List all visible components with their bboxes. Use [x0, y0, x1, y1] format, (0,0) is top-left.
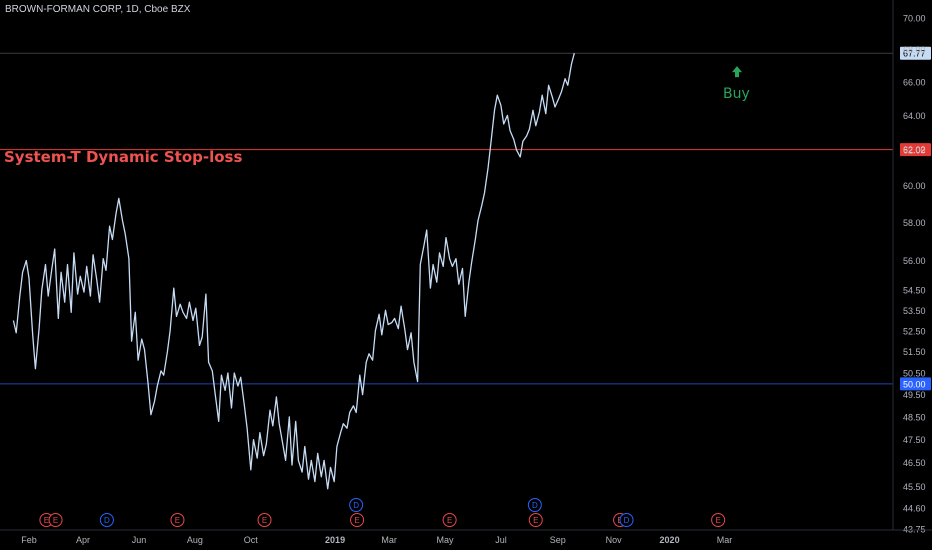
- event-circle: [99, 513, 114, 527]
- event-circle: [350, 513, 365, 527]
- time-tick-label: Sep: [550, 535, 566, 545]
- price-tick-label: 51.50: [903, 347, 926, 357]
- price-axis: 70.00 68.00 66.00 64.00 62.00 60.00 58.00 56.00…: [892, 0, 926, 535]
- event-letter: D: [624, 516, 630, 525]
- dividend-event-icon[interactable]: D: [527, 498, 542, 512]
- event-circle: [349, 498, 364, 512]
- event-letter: E: [715, 516, 720, 525]
- price-tick-label: 48.50: [903, 412, 926, 422]
- last-price-badge-bg: [900, 46, 931, 60]
- event-letter: E: [44, 516, 49, 525]
- event-circle: [257, 513, 272, 527]
- dividend-event-icon[interactable]: D: [619, 513, 634, 527]
- stop-loss-price-badge-text: 62.02: [903, 145, 926, 155]
- price-series: [12, 53, 575, 490]
- support-price-badge: 50.00: [900, 377, 931, 391]
- event-markers: EEDEEDEEDEEDE: [39, 498, 726, 527]
- event-letter: D: [104, 516, 110, 525]
- price-tick-label: 50.50: [903, 369, 926, 379]
- event-circle: [170, 513, 185, 527]
- earnings-event-icon[interactable]: E: [528, 513, 543, 527]
- event-circle: [528, 513, 543, 527]
- price-tick-label: 60.00: [903, 181, 926, 191]
- price-tick-label: 53.50: [903, 306, 926, 316]
- price-tick-label: 54.50: [903, 286, 926, 296]
- price-tick-label: 68.00: [903, 45, 926, 55]
- price-line: [12, 53, 575, 490]
- price-tick-label: 70.00: [903, 14, 926, 24]
- price-tick-label: 58.00: [903, 218, 926, 228]
- time-tick-label: Nov: [606, 535, 623, 545]
- support-price-badge-bg: [900, 377, 931, 391]
- price-tick-label: 56.00: [903, 256, 926, 266]
- earnings-event-icon[interactable]: E: [711, 513, 726, 527]
- time-tick-label: Aug: [187, 535, 203, 545]
- price-tick-label: 46.50: [903, 458, 926, 468]
- time-tick-label: Jul: [495, 535, 507, 545]
- price-tick-label: 52.50: [903, 326, 926, 336]
- price-tick-label: 64.00: [903, 111, 926, 121]
- time-tick-label: Feb: [21, 535, 37, 545]
- event-circle: [48, 513, 63, 527]
- time-tick-label: Mar: [717, 535, 733, 545]
- event-circle: [527, 498, 542, 512]
- symbol-title[interactable]: BROWN-FORMAN CORP, 1D, Cboe BZX: [5, 4, 191, 15]
- earnings-event-icon[interactable]: E: [442, 513, 457, 527]
- time-tick-label: 2019: [325, 535, 345, 545]
- event-circle: [442, 513, 457, 527]
- time-tick-label: Mar: [381, 535, 397, 545]
- chart-markers: 62.02 50.00 67.77: [732, 46, 931, 391]
- price-tick-label: 62.00: [903, 145, 926, 155]
- dividend-event-icon[interactable]: D: [99, 513, 114, 527]
- event-letter: E: [447, 516, 452, 525]
- event-letter: E: [354, 516, 359, 525]
- buy-arrow-icon: [732, 66, 742, 78]
- time-tick-label: Apr: [76, 535, 90, 545]
- time-tick-label: 2020: [660, 535, 680, 545]
- event-circle: [619, 513, 634, 527]
- earnings-event-icon[interactable]: E: [257, 513, 272, 527]
- earnings-event-icon[interactable]: E: [170, 513, 185, 527]
- event-letter: E: [533, 516, 538, 525]
- time-tick-label: Jun: [132, 535, 147, 545]
- last-price-badge: 67.77: [900, 46, 931, 60]
- time-tick-label: Oct: [244, 535, 259, 545]
- stop-loss-price-badge: 62.02: [900, 143, 931, 157]
- earnings-event-icon[interactable]: E: [350, 513, 365, 527]
- buy-signal-label: Buy: [723, 86, 750, 102]
- price-tick-label: 49.50: [903, 390, 926, 400]
- event-circle: [711, 513, 726, 527]
- stop-loss-label: System-T Dynamic Stop-loss: [4, 148, 243, 166]
- horizontal-lines: [0, 52, 893, 385]
- last-price-badge-text: 67.77: [903, 49, 926, 59]
- price-tick-label: 44.60: [903, 504, 926, 514]
- event-letter: E: [53, 516, 58, 525]
- support-price-badge-text: 50.00: [903, 379, 926, 389]
- event-letter: E: [175, 516, 180, 525]
- earnings-event-icon[interactable]: E: [48, 513, 63, 527]
- price-tick-label: 45.50: [903, 482, 926, 492]
- dividend-event-icon[interactable]: D: [349, 498, 364, 512]
- price-tick-label: 47.50: [903, 435, 926, 445]
- price-tick-label: 66.00: [903, 77, 926, 87]
- event-letter: E: [262, 516, 267, 525]
- event-letter: D: [532, 501, 538, 510]
- stop-loss-price-badge-bg: [900, 143, 931, 157]
- event-letter: D: [353, 501, 359, 510]
- time-axis: Feb Apr Jun Aug Oct 2019 Mar May Jul Sep Nov 2020 Ma…: [0, 529, 932, 545]
- time-tick-label: May: [437, 535, 455, 545]
